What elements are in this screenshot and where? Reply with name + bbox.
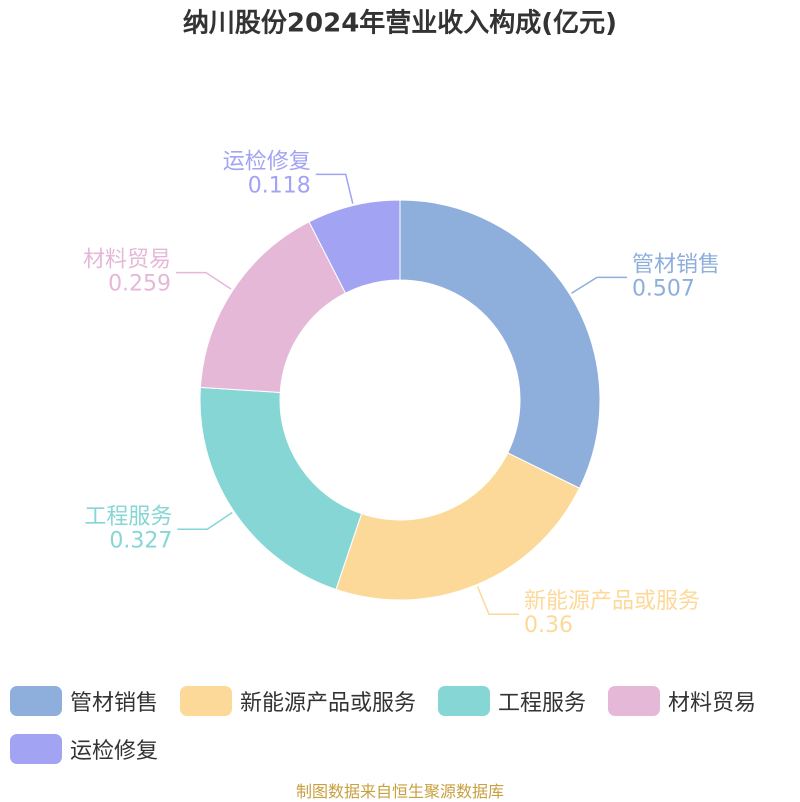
slice-label: 运检修复 — [223, 149, 311, 174]
slice-label: 管材销售 — [632, 252, 720, 277]
leader-line — [176, 271, 232, 290]
legend-item[interactable]: 管材销售 — [10, 686, 158, 716]
value-label: 0.507 — [632, 276, 695, 301]
slice — [399, 199, 601, 489]
legend-label: 新能源产品或服务 — [240, 691, 417, 716]
slice — [199, 386, 363, 591]
legend-label: 运检修复 — [70, 739, 159, 764]
leader-line — [177, 511, 233, 531]
slice — [308, 199, 401, 294]
legend-item[interactable]: 工程服务 — [438, 686, 586, 716]
leader-line — [571, 276, 627, 294]
legend-item[interactable]: 运检修复 — [10, 734, 158, 764]
slice-label: 工程服务 — [84, 504, 172, 529]
source-note: 制图数据来自恒生聚源数据库 — [295, 782, 504, 801]
value-label: 0.36 — [524, 613, 573, 638]
legend-swatch — [10, 686, 62, 716]
legend: 管材销售 新能源产品或服务 工程服务 材料贸易运检修复 — [10, 686, 800, 764]
leader-line — [476, 586, 520, 615]
legend-item[interactable]: 材料贸易 — [608, 686, 756, 716]
value-label: 0.118 — [248, 173, 311, 198]
legend-label: 管材销售 — [70, 691, 159, 716]
legend-label: 工程服务 — [498, 691, 587, 716]
slice-label: 新能源产品或服务 — [524, 589, 700, 614]
slice-label: 材料贸易 — [83, 248, 171, 273]
legend-swatch — [438, 686, 491, 716]
legend-item[interactable]: 新能源产品或服务 — [180, 686, 416, 716]
legend-label: 材料贸易 — [668, 691, 757, 716]
chart: 纳川股份2024年营业收入构成(亿元) 管材销售0.507新能源产品或服务0.3… — [83, 8, 720, 639]
slice — [335, 452, 581, 601]
legend-swatch — [608, 686, 661, 716]
legend-swatch — [10, 734, 62, 764]
leader-line — [315, 173, 354, 204]
value-label: 0.327 — [109, 528, 172, 553]
chart-title: 纳川股份2024年营业收入构成(亿元) — [183, 8, 617, 39]
value-label: 0.259 — [108, 272, 171, 297]
legend-swatch — [180, 686, 233, 716]
